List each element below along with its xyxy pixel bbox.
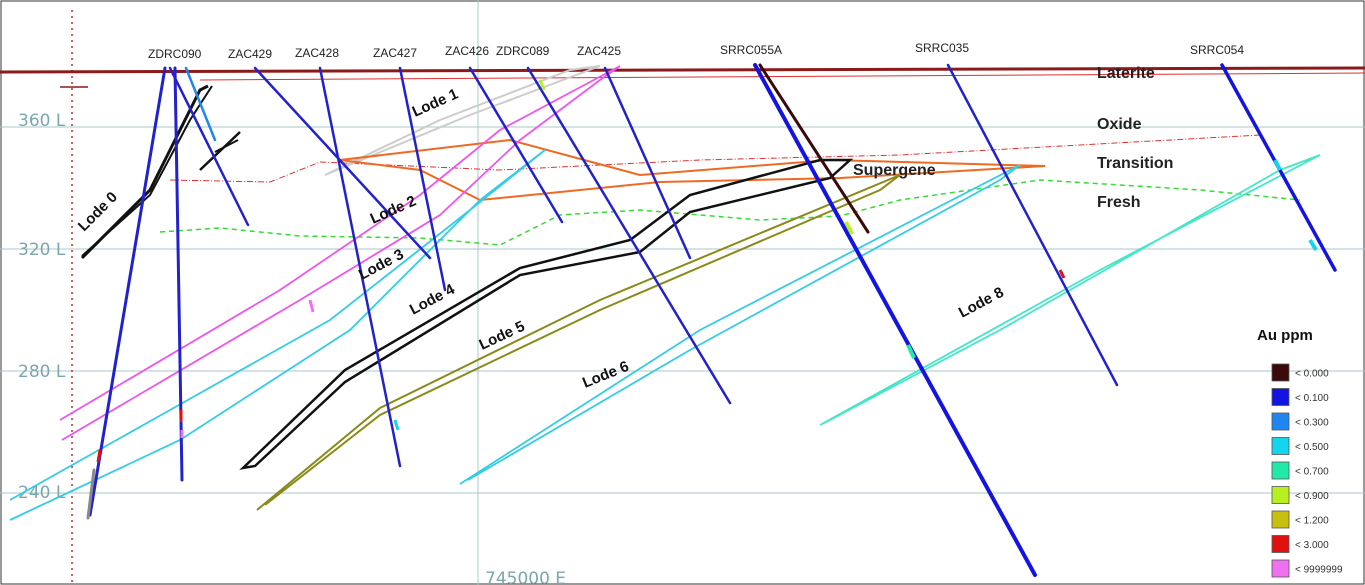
legend-label: < 0.100 [1295,393,1329,404]
drillhole-label: ZAC426 [445,44,489,58]
level-label-280: 280 L [18,362,66,382]
legend-label: < 0.700 [1295,467,1329,478]
lode-3-cyan-shape [9,149,546,521]
zone-label-laterite: Laterite [1097,65,1155,82]
laterite-base [199,72,1365,81]
legend-swatch [1271,412,1290,431]
drillhole-trace [168,66,250,227]
drillhole-trace [526,66,732,405]
easting-label: 745000 E [485,569,566,585]
drillhole-trace [184,66,217,142]
legend-label: < 0.900 [1295,491,1329,502]
drillhole-trace [318,66,402,468]
lode-1-shape [324,65,601,176]
legend-swatch [1271,437,1290,455]
lode-label-4: Lode 4 [407,281,458,319]
legend-swatch [1271,535,1290,553]
drillhole-label: SRRC054 [1190,43,1244,57]
legend-label: < 0.500 [1295,442,1329,453]
lode-5-shape [256,174,901,511]
legend-label: < 1.200 [1295,516,1329,527]
drillhole-trace [758,63,870,234]
zone-label-transition: Transition [1097,155,1173,172]
level-label-360: 360 L [18,111,66,131]
fresh-boundary [159,179,1301,246]
drillhole-traces [86,63,1337,577]
lode-4-shape [239,158,854,470]
drillhole-label: SRRC035 [915,41,969,55]
level-label-240: 240 L [18,483,66,503]
topography-surface [0,65,1365,74]
drillhole-label: ZAC428 [295,46,339,60]
legend-title: Au ppm [1257,327,1313,344]
legend-label: < 9999999 [1295,565,1343,576]
legend-label: < 0.300 [1295,418,1329,429]
zone-label-fresh: Fresh [1097,194,1141,211]
oxide-base [169,134,1261,183]
drillhole-label: ZAC425 [577,44,621,58]
drillhole-trace [468,66,564,224]
drillhole-trace [398,66,447,292]
drillhole-trace [253,66,432,260]
legend-swatch [1271,510,1290,529]
zone-label-supergene: Supergene [853,162,936,179]
drillhole-trace [603,66,692,260]
lode-3-pink-shape [59,65,621,441]
drillhole-label: ZDRC090 [148,47,202,61]
lode-label-6: Lode 6 [580,358,631,392]
legend-swatch [1271,461,1290,480]
legend-swatch [1271,486,1290,504]
drillhole-label: ZDRC089 [496,44,550,58]
zone-label-oxide: Oxide [1097,116,1142,133]
legend-label: < 3.000 [1295,540,1329,551]
drillhole-label: ZAC427 [373,46,417,60]
lode-label-8: Lode 8 [956,284,1007,322]
legend-swatch [1271,388,1290,406]
au-legend: Au ppm < 0.000 < 0.100 < 0.300 < 0.500 < 0.7… [1257,327,1343,578]
legend-swatch [1271,363,1290,382]
drillhole-label: SRRC055A [720,43,782,57]
level-label-320: 320 L [18,240,66,260]
lode-8-shape [819,154,1321,426]
drillhole-label: ZAC429 [228,47,272,61]
lode-2-shape [339,138,1046,202]
drillhole-trace [88,66,167,517]
drillhole-trace [946,63,1119,387]
assay-highlights [96,79,1318,463]
lode-6-shape [459,164,1021,485]
legend-label: < 0.000 [1295,369,1329,380]
drillhole-trace [86,468,96,520]
legend-swatch [1271,559,1290,578]
drillhole-trace [753,63,1037,577]
